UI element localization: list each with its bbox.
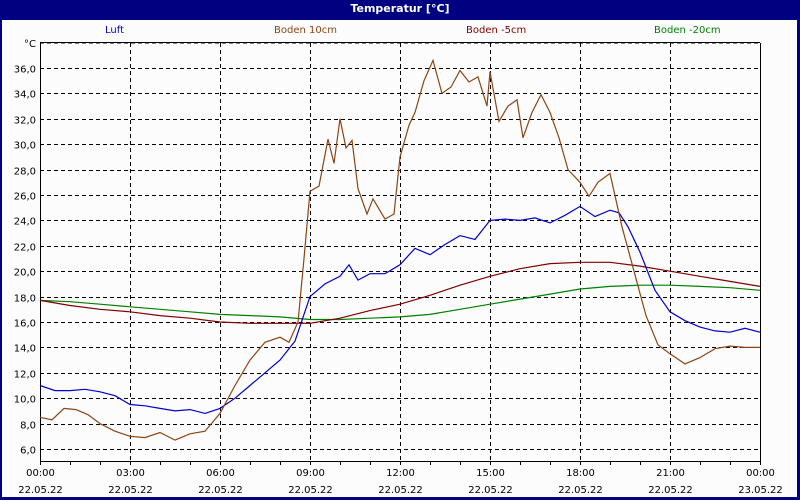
y-tick-label: 32,0 [14,116,36,127]
y-tick-label: 26,0 [14,192,36,203]
x-tick-date: 22.05.22 [378,485,423,496]
y-tick-label: 24,0 [14,217,36,228]
x-tick-date: 22.05.22 [558,485,603,496]
y-tick-label: 16,0 [14,319,36,330]
series-line-boden-20cm [39,284,761,321]
legend-luft: Luft [105,25,124,36]
series-line-luft [39,205,761,415]
y-tick-label: 20,0 [14,268,36,279]
x-tick-date: 22.05.22 [288,485,333,496]
x-tick-time: 12:00 [386,468,415,479]
y-axis-unit: °C [24,39,36,50]
y-tick-label: 36,0 [14,65,36,76]
y-tick-label: 6,0 [20,446,36,457]
y-tick-label: 28,0 [14,167,36,178]
y-tick-label: 10,0 [14,395,36,406]
x-tick-time: 18:00 [566,468,595,479]
x-tick-time: 06:00 [206,468,235,479]
x-tick-time: 00:00 [26,468,55,479]
y-tick-label: 34,0 [14,90,36,101]
x-tick-date: 22.05.22 [468,485,513,496]
x-tick-time: 03:00 [116,468,145,479]
x-tick-time: 15:00 [476,468,505,479]
line-chart: 36,0 34,0 32,0 30,0 28,0 26,0 24,0 22,0 20,0 18,0… [14,39,783,496]
legend-boden-minus-20cm: Boden -20cm [654,25,721,36]
y-tick-label: 12,0 [14,370,36,381]
x-tick-time: 09:00 [296,468,325,479]
chart-area: Luft Boden 10cm Boden -5cm Boden -20cm 3… [2,20,797,497]
x-tick-date: 22.05.22 [198,485,243,496]
x-tick-time: 21:00 [656,468,685,479]
y-tick-label: 22,0 [14,243,36,254]
y-tick-label: 18,0 [14,294,36,305]
x-tick-time: 00:00 [746,468,775,479]
y-tick-label: 14,0 [14,344,36,355]
x-tick-date: 22.05.22 [18,485,63,496]
x-tick-date: 22.05.22 [648,485,693,496]
legend-boden-minus-5cm: Boden -5cm [466,25,527,36]
y-tick-label: 30,0 [14,141,36,152]
series-line-boden-10cm [39,58,760,441]
legend-boden-10cm: Boden 10cm [274,25,337,36]
x-tick-date: 22.05.22 [108,485,153,496]
window-title: Temperatur [°C] [350,2,450,15]
y-tick-label: 8,0 [20,421,36,432]
series-line-boden-5cm [39,261,761,324]
x-tick-date: 23.05.22 [738,485,783,496]
